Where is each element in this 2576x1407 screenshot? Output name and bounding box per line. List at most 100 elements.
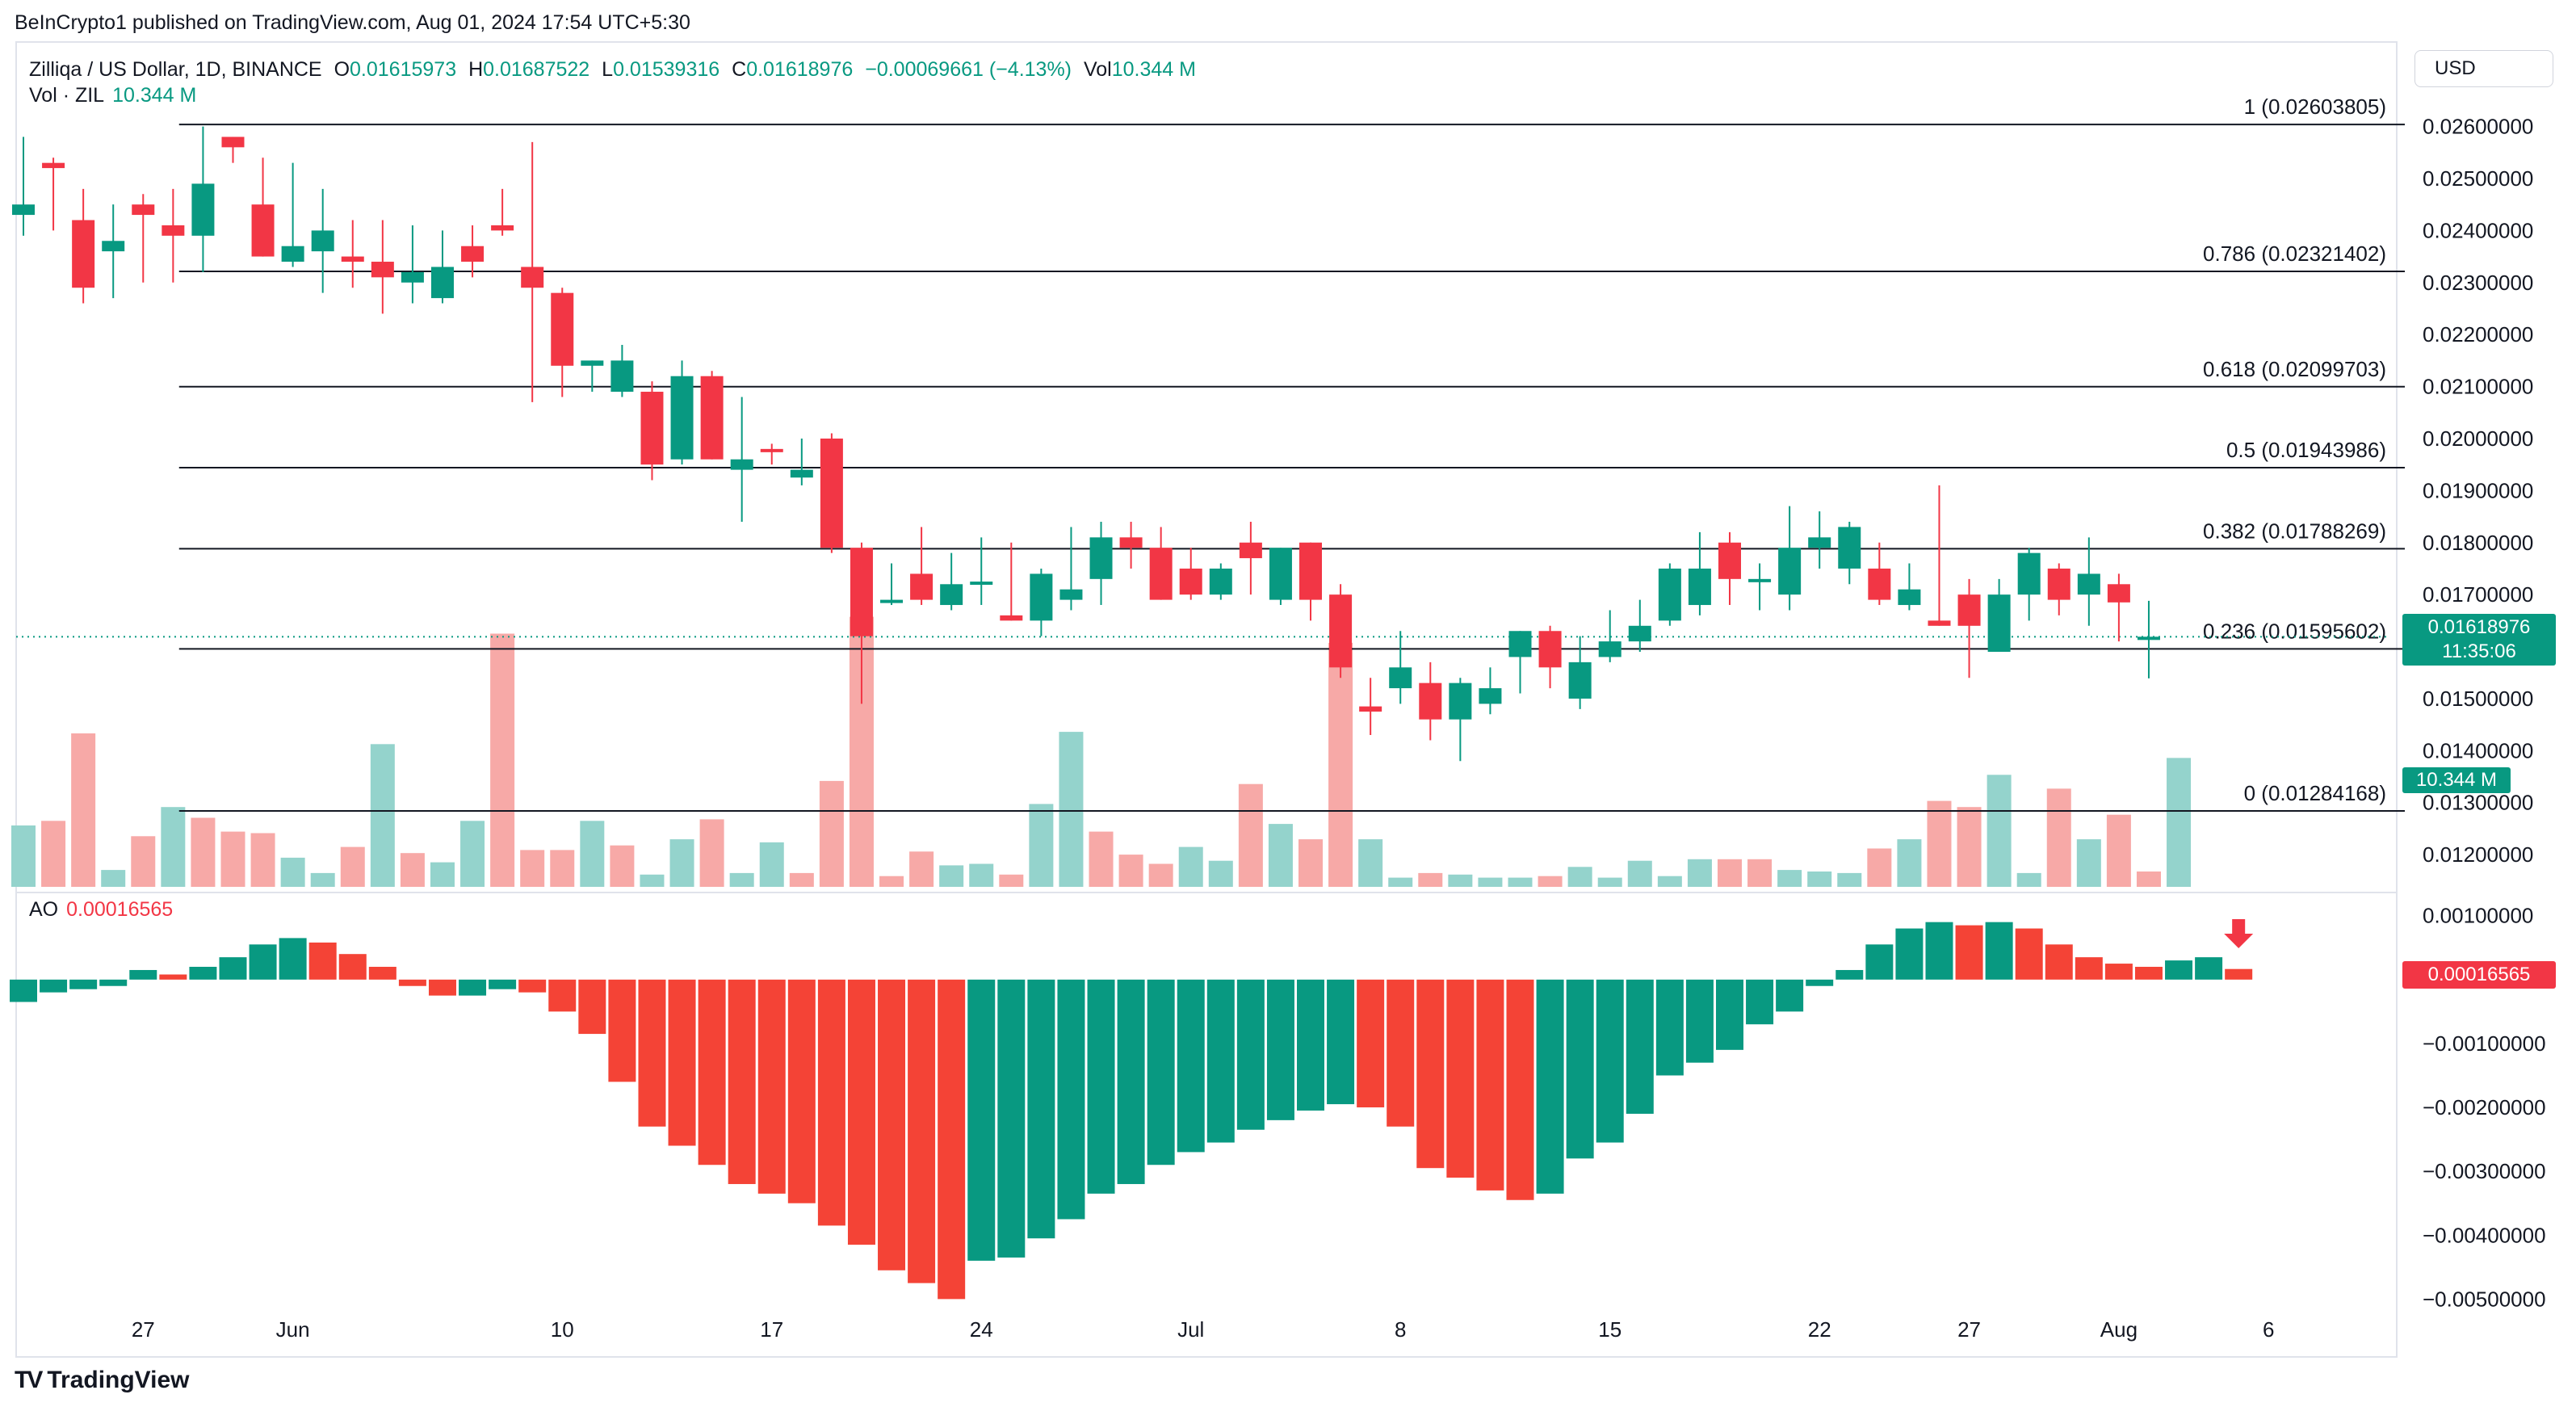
candle-body	[132, 204, 155, 216]
volume-bar	[1358, 839, 1383, 887]
ao-bar	[608, 979, 636, 1082]
ao-bar	[1715, 979, 1743, 1050]
close-label: C	[732, 58, 747, 81]
candle-body	[1928, 620, 1951, 626]
tradingview-brand[interactable]: TV TradingView	[15, 1367, 190, 1394]
candle-body	[1359, 706, 1382, 712]
volume-bar	[490, 633, 515, 887]
currency-button[interactable]: USD	[2414, 50, 2553, 87]
volume-bar	[580, 821, 605, 887]
candle-body	[491, 225, 514, 231]
ao-bar	[40, 979, 68, 993]
ao-bar	[878, 979, 906, 1270]
candle-body	[2017, 552, 2041, 595]
ao-bar	[1027, 979, 1055, 1239]
chart-frame	[15, 41, 2398, 1358]
ao-bar	[638, 979, 666, 1127]
candle-body	[1479, 688, 1502, 704]
symbol-legend: Zilliqa / US Dollar, 1D, BINANCE O0.0161…	[29, 58, 1196, 82]
volume-bar	[1837, 872, 1862, 887]
open-value: 0.01615973	[350, 58, 457, 81]
volume-bar	[71, 733, 96, 887]
ao-bar	[967, 979, 996, 1261]
ao-bar	[1925, 922, 1953, 980]
volume-bar	[939, 865, 964, 887]
candle-body	[2107, 584, 2130, 603]
candle-body	[1658, 568, 1681, 621]
ao-bar	[1266, 979, 1294, 1120]
volume-bar	[191, 817, 216, 887]
ao-bar	[1536, 979, 1564, 1194]
ao-bar	[1566, 979, 1594, 1159]
time-axis-tick: 10	[551, 1317, 574, 1342]
price-axis-tick: 0.02200000	[2423, 322, 2533, 346]
volume-bar	[1597, 877, 1622, 887]
volume-bar	[340, 846, 365, 887]
ao-bar	[398, 979, 426, 986]
volume-bar	[550, 850, 575, 887]
price-axis-tick: 0.02000000	[2423, 426, 2533, 451]
ao-bar	[159, 974, 187, 980]
ao-axis-tick: −0.00400000	[2423, 1223, 2546, 1247]
fib-level-label: 0.382 (0.01788269)	[2203, 519, 2386, 543]
candle-body	[610, 360, 634, 393]
ao-legend: AO 0.00016565	[29, 898, 173, 922]
time-axis-tick: 22	[1808, 1317, 1831, 1342]
candle-body	[341, 256, 364, 262]
volume-bar	[1927, 800, 1952, 887]
volume-bar	[250, 833, 275, 887]
candle-body	[251, 204, 275, 257]
volume-bar	[789, 872, 814, 887]
time-axis-tick: 27	[1957, 1317, 1981, 1342]
candle-body	[820, 438, 843, 548]
ao-bar	[1506, 979, 1534, 1200]
ao-bar	[1236, 979, 1265, 1130]
candle-body	[1628, 625, 1651, 642]
time-axis-tick: 24	[970, 1317, 993, 1342]
ao-bar	[1596, 979, 1624, 1143]
ao-axis-tick: −0.00500000	[2423, 1287, 2546, 1311]
ao-bar	[1865, 944, 1894, 980]
volume-bar	[2136, 872, 2161, 887]
volume-bar	[1118, 855, 1143, 887]
candle-body	[102, 241, 125, 252]
candle-body	[850, 548, 873, 636]
ao-bar	[10, 979, 37, 1002]
candle-body	[521, 267, 544, 288]
volume-bar	[2076, 839, 2101, 887]
fib-level-label: 0.786 (0.02321402)	[2203, 242, 2386, 266]
volume-series-label[interactable]: Vol · ZIL	[29, 84, 105, 107]
time-axis-tick: 6	[2263, 1317, 2274, 1342]
ao-bar	[338, 954, 367, 980]
volume-bar	[310, 872, 335, 887]
ao-bar	[997, 979, 1026, 1258]
candle-body	[1838, 527, 1861, 569]
ao-bar	[1297, 979, 1325, 1111]
candle-body	[551, 292, 574, 366]
symbol-title[interactable]: Zilliqa / US Dollar, 1D, BINANCE	[29, 58, 322, 81]
ao-bar	[728, 979, 756, 1184]
ao-bar	[668, 979, 696, 1146]
fib-level-label: 0 (0.01284168)	[2244, 781, 2386, 805]
candle-body	[221, 136, 245, 148]
volume-bar	[41, 821, 66, 887]
ao-bar	[578, 979, 606, 1035]
ao-axis-tick: −0.00300000	[2423, 1159, 2546, 1183]
ao-label[interactable]: AO	[29, 898, 59, 921]
ao-bar	[1806, 979, 1834, 986]
volume-bar	[819, 780, 844, 887]
ao-bar	[938, 979, 966, 1300]
volume-bar	[11, 825, 36, 887]
candle-body	[401, 271, 424, 283]
candle-body	[1119, 537, 1143, 548]
volume-bar	[1717, 859, 1742, 887]
ao-bar	[2165, 960, 2193, 980]
candle-body	[1209, 568, 1232, 595]
ao-bar	[1955, 925, 1983, 980]
ao-bar	[1985, 922, 2013, 980]
volume-bar	[1448, 874, 1473, 887]
candle-body	[1688, 568, 1711, 606]
volume-bar	[669, 839, 694, 887]
candle-body	[1987, 594, 2011, 652]
